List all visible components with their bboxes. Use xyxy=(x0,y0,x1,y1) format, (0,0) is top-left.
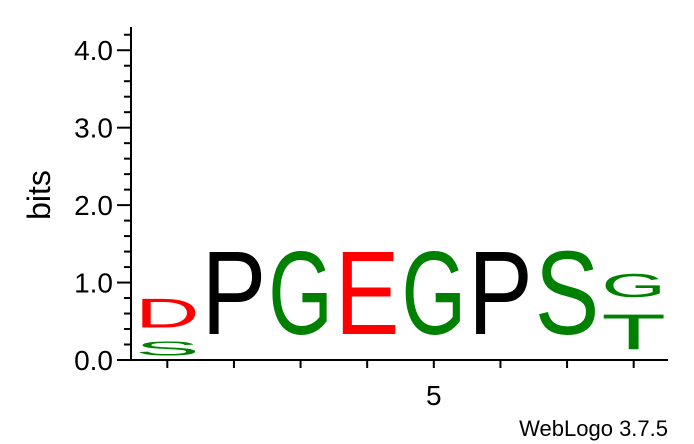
y-axis-title: bits xyxy=(21,170,57,220)
y-tick-label: 1.0 xyxy=(74,268,113,299)
logo-letter-g: G xyxy=(402,226,467,359)
x-tick-label: 5 xyxy=(426,380,442,411)
weblogo-footer: WebLogo 3.7.5 xyxy=(519,416,668,441)
y-tick-label: 3.0 xyxy=(74,113,113,144)
axes: 0.0 1.0 2.0 3.0 4.0 5 xyxy=(74,27,668,411)
logo-letter-d: D xyxy=(135,290,200,336)
logo-letter-e: E xyxy=(335,226,400,359)
y-tick-label: 0.0 xyxy=(74,345,113,376)
logo-letter-g: G xyxy=(601,268,666,305)
logo-letter-g: G xyxy=(268,226,333,359)
logo-letter-p: P xyxy=(202,226,267,359)
logo-letter-p: P xyxy=(468,226,533,359)
logo-letter-t: T xyxy=(601,304,666,360)
x-ticks: 5 xyxy=(166,360,635,411)
logo-letters: SD P G E G P S TG xyxy=(135,226,666,360)
y-tick-label: 2.0 xyxy=(74,190,113,221)
logo-letter-s: S xyxy=(535,226,600,359)
logo-letter-s: S xyxy=(135,337,200,360)
y-tick-label: 4.0 xyxy=(74,35,113,66)
y-ticks: 0.0 1.0 2.0 3.0 4.0 xyxy=(74,33,131,376)
